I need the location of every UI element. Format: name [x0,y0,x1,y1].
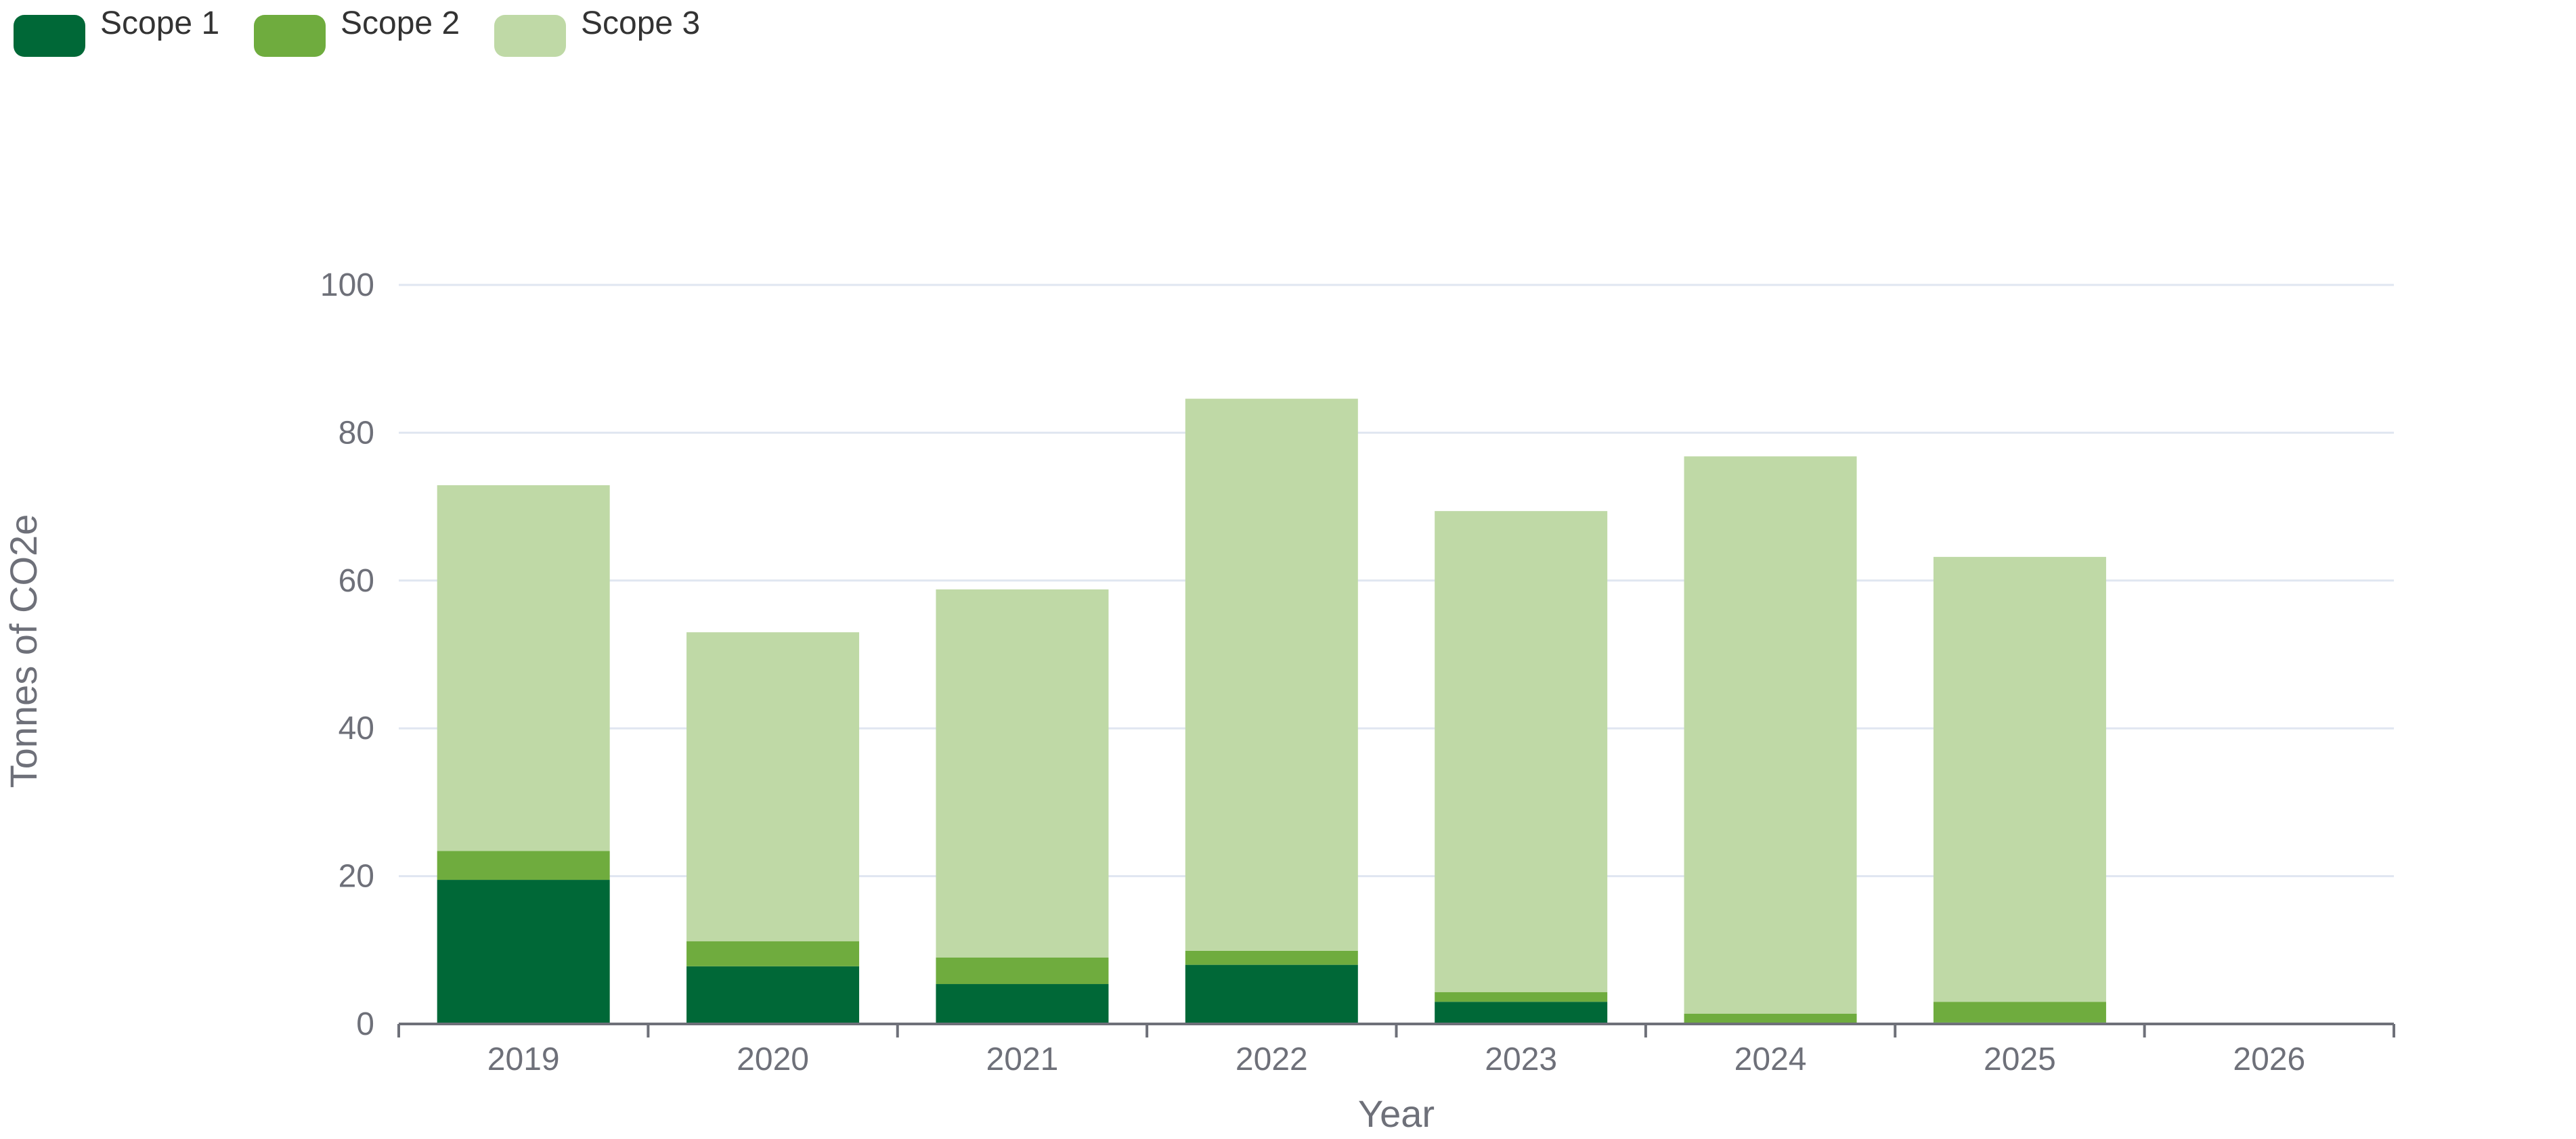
bar-2022-scope-1[interactable] [1185,964,1358,1024]
bar-2023-scope-2[interactable] [1435,992,1608,1002]
bar-2020-scope-3[interactable] [686,632,860,941]
legend-label-scope-2: Scope 2 [341,5,460,41]
legend-swatch-scope-3 [494,15,566,57]
y-tick-label: 0 [356,1006,374,1042]
y-tick-label: 60 [339,563,374,599]
tick-labels: 0 20 40 60 80 100 2019 2020 2021 2022 2023 2024 2025… [320,267,2305,1077]
bar-2024-scope-3[interactable] [1684,456,1857,1014]
x-axis-title: Year [1358,1092,1435,1135]
x-tick-label: 2026 [2233,1042,2305,1077]
bar-2022-scope-2[interactable] [1185,950,1358,965]
x-tick-label: 2023 [1485,1042,1557,1077]
bar-2021-scope-1[interactable] [936,984,1109,1024]
y-tick-label: 80 [339,415,374,451]
y-tick-label: 40 [339,711,374,746]
x-tick-label: 2020 [737,1042,809,1077]
legend-label-scope-3: Scope 3 [581,5,701,41]
x-axis [397,1023,2395,1037]
bar-2022-scope-3[interactable] [1185,399,1358,951]
bars [437,399,2106,1024]
bar-2019-scope-2[interactable] [437,851,610,880]
bar-2024-scope-2[interactable] [1684,1013,1857,1024]
x-tick-label: 2021 [986,1042,1059,1077]
y-tick-label: 100 [320,267,374,303]
bar-2019-scope-1[interactable] [437,880,610,1024]
x-tick-label: 2025 [1984,1042,2056,1077]
bar-2020-scope-2[interactable] [686,941,860,966]
y-axis-title: Tonnes of CO2e [2,514,45,788]
bar-2019-scope-3[interactable] [437,485,610,851]
bar-2025-scope-2[interactable] [1933,1002,2106,1023]
bar-2021-scope-2[interactable] [936,957,1109,985]
bar-2023-scope-3[interactable] [1435,511,1608,993]
bar-2023-scope-1[interactable] [1435,1002,1608,1024]
legend-label-scope-1: Scope 1 [100,5,220,41]
x-tick-label: 2022 [1236,1042,1308,1077]
bar-2020-scope-1[interactable] [686,966,860,1024]
legend-swatch-scope-2 [254,15,326,57]
legend-swatch-scope-1 [14,15,85,57]
x-tick-label: 2019 [487,1042,560,1077]
x-tick-label: 2024 [1734,1042,1807,1077]
bar-2021-scope-3[interactable] [936,589,1109,958]
bar-2025-scope-3[interactable] [1933,556,2106,1002]
y-tick-label: 20 [339,859,374,895]
